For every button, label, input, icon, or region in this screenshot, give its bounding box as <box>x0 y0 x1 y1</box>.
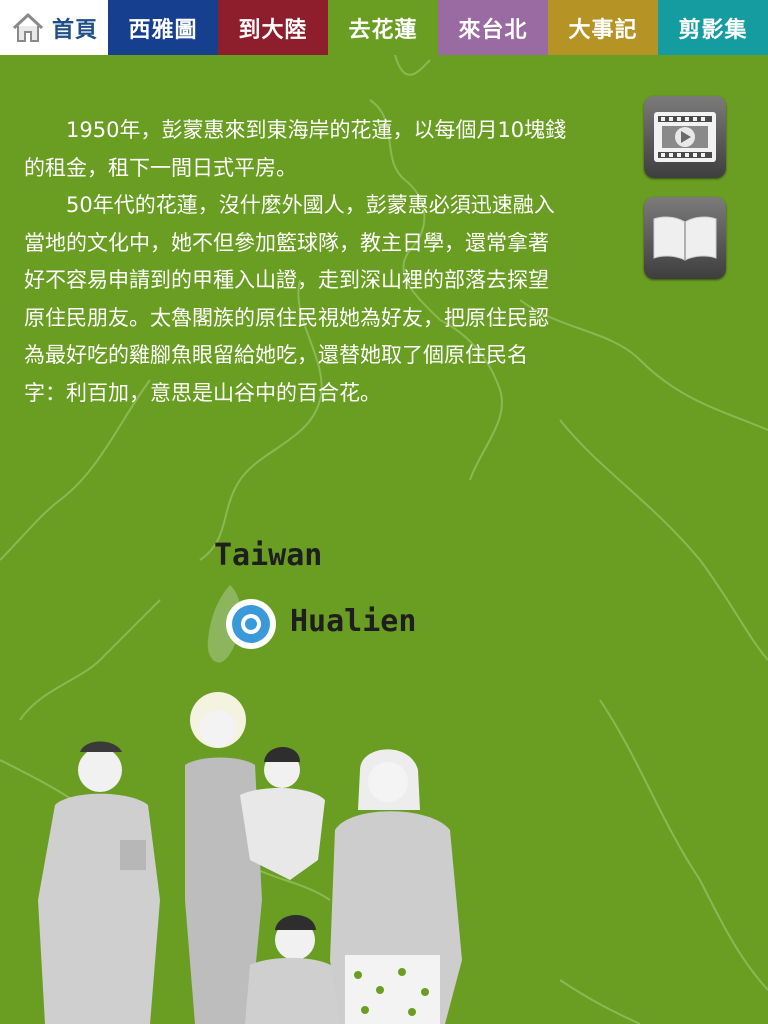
article-paragraph: 50年代的花蓮，沒什麼外國人，彭蒙惠必須迅速融入當地的文化中，她不但參加籃球隊，… <box>24 193 555 405</box>
video-button[interactable] <box>644 96 726 178</box>
tab-home-label: 首頁 <box>51 17 98 43</box>
tab-events[interactable]: 大事記 <box>548 0 658 55</box>
house-icon <box>12 13 44 42</box>
article-text: 1950年，彭蒙惠來到東海岸的花蓮，以每個月10塊錢的租金，租下一間日式平房。 … <box>24 112 569 412</box>
article-paragraph: 1950年，彭蒙惠來到東海岸的花蓮，以每個月10塊錢的租金，租下一間日式平房。 <box>24 118 567 180</box>
map-label-taiwan: Taiwan <box>214 538 323 573</box>
film-play-icon <box>654 112 716 162</box>
tab-seattle[interactable]: 西雅圖 <box>108 0 218 55</box>
book-button[interactable] <box>644 197 726 279</box>
map-label-hualien: Hualien <box>290 604 417 639</box>
tab-hualien[interactable]: 去花蓮 <box>328 0 438 55</box>
tab-home[interactable]: 首頁 <box>0 0 108 55</box>
tab-gallery[interactable]: 剪影集 <box>658 0 768 55</box>
tab-mainland[interactable]: 到大陸 <box>218 0 328 55</box>
background-map-illustration <box>0 55 768 1024</box>
family-illustration <box>38 692 462 1024</box>
top-navigation: 首頁 西雅圖 到大陸 去花蓮 來台北 大事記 剪影集 <box>0 0 768 56</box>
taiwan-island-shape <box>207 585 241 663</box>
open-book-icon <box>653 216 717 261</box>
tab-taipei[interactable]: 來台北 <box>438 0 548 55</box>
hualien-location-marker <box>226 599 276 649</box>
